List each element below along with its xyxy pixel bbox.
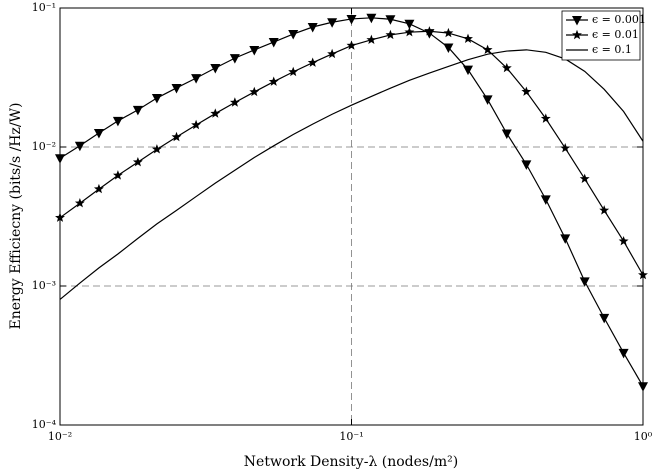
marker	[288, 30, 299, 40]
marker	[618, 236, 629, 246]
marker	[55, 154, 65, 164]
x-tick-label: 10⁰	[634, 430, 653, 443]
line	[59, 49, 644, 300]
marker	[346, 14, 357, 25]
marker	[132, 156, 143, 167]
marker	[288, 66, 299, 77]
marker	[463, 65, 474, 76]
marker	[443, 43, 454, 53]
y-tick-label: 10⁻³	[32, 279, 56, 292]
marker	[93, 183, 104, 194]
marker	[210, 64, 221, 74]
marker	[521, 86, 532, 96]
marker	[171, 83, 182, 94]
marker	[132, 105, 143, 116]
marker	[366, 13, 377, 24]
marker	[191, 119, 202, 130]
marker	[307, 22, 318, 33]
legend-label: ϵ = 0.001	[592, 13, 646, 26]
marker	[55, 212, 65, 222]
marker	[151, 94, 162, 104]
marker	[366, 34, 377, 45]
marker	[404, 19, 415, 30]
marker	[521, 160, 532, 170]
marker	[579, 173, 590, 184]
legend: ϵ = 0.001 ϵ = 0.01 ϵ = 0.1	[561, 10, 646, 61]
marker	[560, 234, 571, 244]
x-tick-label: 10⁻²	[48, 430, 72, 443]
marker	[463, 33, 473, 44]
marker	[540, 113, 551, 123]
marker	[501, 129, 512, 140]
marker	[210, 108, 221, 118]
legend-label: ϵ = 0.1	[592, 43, 632, 56]
marker	[112, 170, 123, 180]
marker	[599, 205, 610, 215]
marker	[74, 198, 85, 208]
marker	[229, 54, 240, 64]
marker	[638, 382, 648, 392]
y-tick-label: 10⁻¹	[32, 1, 56, 14]
marker	[268, 76, 279, 86]
marker	[599, 313, 610, 324]
marker	[482, 95, 493, 105]
marker	[501, 62, 512, 73]
marker	[249, 45, 260, 56]
marker	[327, 18, 338, 28]
marker	[151, 144, 162, 154]
marker	[268, 38, 279, 48]
marker	[112, 116, 123, 127]
marker	[540, 195, 551, 205]
y-tick-label: 10⁻⁴	[32, 418, 57, 431]
marker	[307, 57, 318, 67]
y-tick-label: 10⁻²	[32, 140, 56, 153]
x-axis-label: Network Density-λ (nodes/m²)	[244, 454, 458, 470]
legend-marker	[572, 16, 582, 26]
marker	[249, 86, 260, 97]
y-axis-label: Energy Efficiecny (bits/s /Hz/W)	[8, 103, 24, 330]
marker	[191, 74, 202, 84]
marker	[327, 48, 338, 59]
marker	[443, 27, 454, 38]
marker	[385, 29, 396, 40]
marker	[638, 269, 648, 280]
marker	[618, 348, 629, 359]
marker	[93, 129, 104, 139]
legend-label: ϵ = 0.01	[592, 28, 639, 41]
marker	[560, 143, 571, 153]
marker	[74, 141, 85, 152]
marker	[171, 131, 182, 142]
x-tick-label: 10⁻¹	[339, 430, 363, 443]
marker	[229, 97, 240, 107]
legend-marker	[572, 29, 582, 40]
marker	[346, 40, 357, 50]
marker	[424, 26, 435, 36]
marker	[579, 277, 590, 287]
marker	[385, 15, 396, 25]
marker	[404, 26, 415, 37]
marker	[482, 44, 493, 55]
